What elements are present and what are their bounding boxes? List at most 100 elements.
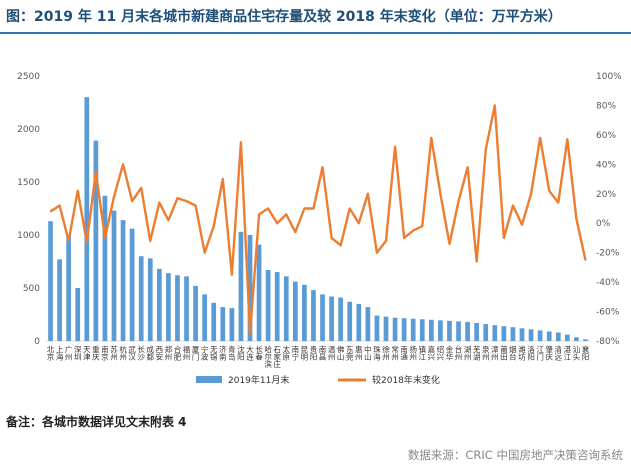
bar — [537, 330, 543, 341]
x-tick-label: 台州 — [455, 344, 463, 362]
line-point — [149, 240, 152, 242]
left-tick-label: 500 — [23, 284, 40, 294]
bar — [102, 195, 108, 341]
bar — [574, 337, 579, 341]
x-tick-label: 扬州 — [409, 344, 417, 362]
line-point — [294, 231, 297, 233]
x-tick-label: 南昌 — [319, 344, 327, 362]
bar — [274, 272, 280, 341]
bar — [166, 273, 171, 341]
x-tick-label: 南宁 — [292, 344, 300, 362]
bar — [193, 285, 198, 341]
bar — [528, 329, 534, 341]
line-point — [185, 200, 188, 202]
line-point — [267, 207, 269, 210]
footnote: 备注：各城市数据详见文末附表 4 — [6, 415, 187, 429]
bar — [292, 281, 298, 341]
line-point — [76, 190, 79, 192]
x-tick-label: 镇江 — [419, 344, 427, 362]
x-tick-label: 中山 — [364, 344, 372, 362]
title-divider — [0, 32, 631, 34]
line-point — [113, 195, 115, 198]
x-tick-label: 郑州 — [165, 344, 173, 362]
line-point — [231, 273, 233, 276]
x-tick-label: 苏州 — [110, 344, 118, 362]
x-tick-label: 泉州 — [482, 344, 490, 362]
line-point — [448, 243, 451, 245]
x-tick-label: 成都 — [147, 344, 155, 362]
x-tick-label: 贵阳 — [310, 344, 318, 362]
x-tick-label: 漳州 — [491, 344, 499, 362]
bar — [129, 228, 135, 341]
x-tick-label: 嘉兴 — [428, 344, 436, 362]
x-tick-label: 天津 — [83, 345, 91, 362]
x-tick-label: 杭州 — [119, 344, 127, 362]
line-point — [67, 240, 70, 242]
x-tick-label: 无锡 — [210, 345, 218, 362]
right-tick-label: 20% — [596, 190, 616, 200]
x-tick-label: 南通 — [400, 344, 408, 362]
left-tick-label: 0 — [34, 337, 40, 347]
left-tick-label: 1500 — [17, 178, 40, 188]
x-tick-label: 重庆 — [92, 345, 100, 362]
line-point — [194, 204, 197, 207]
x-tick-label: 烟台 — [509, 345, 517, 362]
x-tick-label: 哈尔滨 — [264, 344, 272, 369]
line-point — [457, 200, 460, 202]
bar — [184, 276, 189, 341]
line-point — [475, 260, 478, 263]
right-tick-label: -20% — [596, 249, 620, 259]
bar — [419, 319, 425, 341]
bar — [57, 259, 62, 341]
line-point — [503, 237, 505, 239]
right-tick-label: -40% — [596, 278, 620, 288]
bar — [138, 256, 144, 341]
bar — [583, 339, 588, 341]
line-point — [530, 192, 532, 195]
line-point — [412, 229, 415, 232]
line-series — [49, 104, 587, 335]
left-tick-label: 1000 — [17, 231, 40, 241]
x-tick-label: 汕头 — [573, 344, 581, 362]
x-tick-label: 北京 — [47, 345, 55, 362]
bar — [238, 231, 244, 341]
bar — [555, 332, 561, 341]
bar — [365, 307, 371, 341]
right-tick-label: 60% — [596, 131, 616, 141]
x-tick-label: 潍坊 — [518, 344, 526, 362]
line-point — [321, 166, 324, 169]
bar — [202, 294, 208, 341]
line-point — [339, 244, 342, 247]
line-point — [222, 178, 224, 180]
line-point — [212, 225, 215, 227]
line-point — [240, 141, 242, 144]
line-point — [95, 170, 97, 173]
line-point — [104, 237, 106, 239]
bar — [84, 97, 90, 341]
series-line — [49, 104, 587, 335]
line-point — [548, 190, 550, 192]
bar — [211, 302, 217, 341]
bar — [48, 221, 53, 341]
bar — [510, 327, 516, 341]
x-tick-label: 佛山 — [337, 344, 345, 362]
x-tick-label: 湛江 — [564, 345, 572, 362]
right-tick-label: 0% — [596, 219, 611, 229]
line-point — [276, 222, 279, 225]
line-point — [358, 222, 360, 225]
x-axis-labels: 北京上海广州深圳天津重庆南京苏州杭州武汉长沙成都西安郑州合肥福州厦门宁波无锡济南… — [47, 344, 590, 369]
x-tick-label: 金华 — [446, 344, 454, 362]
bar — [320, 294, 325, 341]
bar — [66, 235, 72, 341]
data-source: 数据来源：CRIC 中国房地产决策咨询系统 — [407, 448, 623, 462]
line-point — [466, 166, 469, 169]
line-point — [258, 213, 260, 216]
bar — [374, 315, 380, 341]
x-tick-label: 西安 — [156, 345, 164, 362]
x-tick-label: 芜湖 — [473, 344, 481, 362]
bar — [156, 268, 162, 341]
bar — [392, 317, 398, 341]
line-point — [584, 259, 587, 261]
line-point — [575, 218, 578, 220]
line-point — [512, 204, 514, 207]
